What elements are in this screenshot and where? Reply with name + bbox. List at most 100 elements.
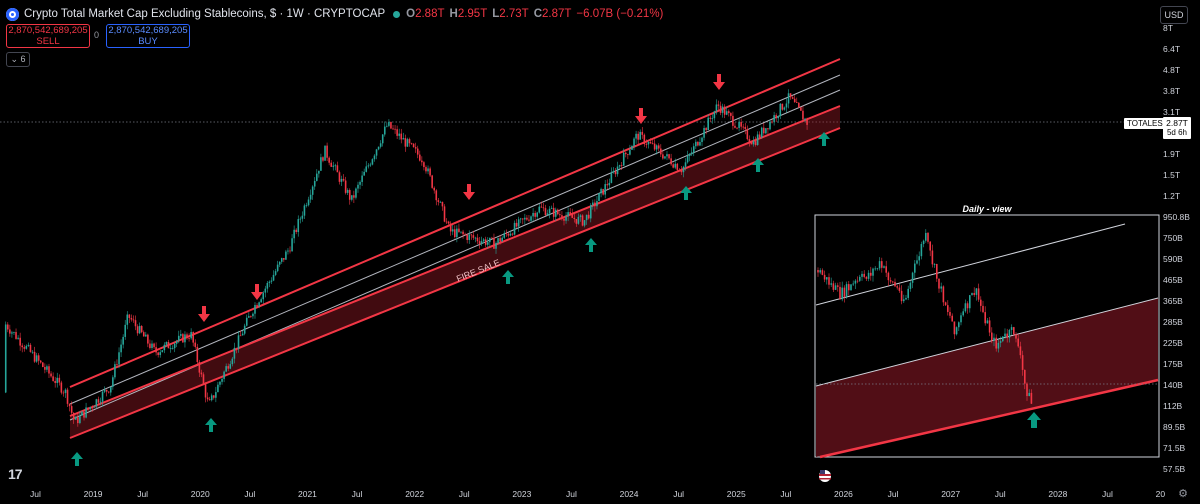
inset-candle-body xyxy=(975,288,978,295)
inset-candle-body xyxy=(870,272,872,276)
y-tick-label: 112B xyxy=(1163,401,1183,411)
candle-body xyxy=(587,214,590,219)
high-value: H2.95T xyxy=(449,8,488,20)
candle-body xyxy=(449,223,452,232)
inset-candle-body xyxy=(927,232,929,242)
candle-body xyxy=(404,138,407,147)
inset-candle-body xyxy=(863,273,865,277)
candle-body xyxy=(592,202,594,206)
candle-body xyxy=(758,134,761,138)
candle-body xyxy=(262,292,265,300)
candle-body xyxy=(507,233,510,236)
candle-body xyxy=(443,206,446,222)
candle-body xyxy=(126,314,129,325)
candle-body xyxy=(559,214,561,216)
buy-button[interactable]: 2,870,542,689,205 BUY xyxy=(106,24,190,48)
candle-body xyxy=(699,142,701,146)
candle-body xyxy=(509,233,512,236)
candle-body xyxy=(771,121,773,123)
candle-body xyxy=(579,215,582,217)
candle-body xyxy=(13,332,15,333)
candle-body xyxy=(429,168,431,176)
candle-body xyxy=(227,366,230,369)
inset-candle-body xyxy=(841,287,843,300)
buy-label: BUY xyxy=(138,36,158,47)
candle-body xyxy=(151,343,153,349)
candle-body xyxy=(322,157,324,161)
candle-body xyxy=(692,146,695,153)
currency-select[interactable]: USD xyxy=(1160,6,1188,24)
inset-candle-body xyxy=(960,315,962,323)
y-tick-label: 365B xyxy=(1163,296,1183,306)
inset-upper-line xyxy=(815,223,1126,306)
inset-candle-body xyxy=(1026,383,1028,397)
candle-body xyxy=(103,389,106,392)
candle-body xyxy=(217,384,219,393)
candle-body xyxy=(196,346,199,362)
inset-candle-body xyxy=(856,280,859,282)
candle-body xyxy=(77,417,79,424)
y-tick-label: 140B xyxy=(1163,380,1183,390)
inset-candle-body xyxy=(966,303,969,309)
candle-body xyxy=(783,107,786,110)
y-tick-label: 1.2T xyxy=(1163,191,1180,201)
candle-body xyxy=(239,335,242,337)
candle-body xyxy=(315,173,318,181)
channel-lower-line xyxy=(69,127,841,439)
indicators-toggle[interactable]: ⌄ 6 xyxy=(6,52,30,67)
inset-daily-view[interactable]: Daily - view xyxy=(814,204,1160,459)
candle-body xyxy=(606,184,609,186)
candle-body xyxy=(274,271,277,275)
candle-body xyxy=(400,133,403,140)
candle-body xyxy=(707,117,709,130)
candle-body xyxy=(278,261,281,265)
candle-body xyxy=(466,234,468,240)
candle-body xyxy=(295,229,297,233)
candle-body xyxy=(394,128,396,130)
bar-countdown: 5d 6h xyxy=(1166,128,1188,137)
candle-body xyxy=(785,103,788,108)
candle-body xyxy=(62,392,65,394)
candle-body xyxy=(200,372,203,375)
gear-icon[interactable]: ⚙ xyxy=(1178,488,1188,500)
us-flag-icon[interactable] xyxy=(819,470,831,482)
candle-body xyxy=(58,377,61,383)
inset-candle-body xyxy=(1008,329,1011,338)
candle-body xyxy=(241,333,244,336)
candle-body xyxy=(688,154,691,157)
up-arrow-icon xyxy=(680,186,692,200)
inset-candle-body xyxy=(878,261,881,269)
candle-body xyxy=(565,216,567,221)
candle-body xyxy=(649,142,652,144)
inset-candle-body xyxy=(980,299,982,306)
candle-body xyxy=(15,332,17,339)
symbol-title[interactable]: Crypto Total Market Cap Excluding Stable… xyxy=(24,8,386,20)
sell-button[interactable]: 2,870,542,689,205 SELL xyxy=(6,24,90,48)
candle-body xyxy=(252,313,254,317)
inset-candle-body xyxy=(821,270,824,275)
tradingview-logo-icon[interactable]: 17 xyxy=(8,466,23,482)
inset-candle-body xyxy=(984,312,986,324)
candle-body xyxy=(563,218,565,221)
candle-body xyxy=(105,389,108,392)
candle-body xyxy=(346,190,349,193)
down-arrow-icon xyxy=(713,74,725,90)
y-tick-label: 89.5B xyxy=(1163,422,1186,432)
inset-candle-body xyxy=(949,311,951,316)
inset-candle-body xyxy=(1021,355,1024,370)
y-tick-label: 4.8T xyxy=(1163,65,1180,75)
sell-label: SELL xyxy=(36,36,60,47)
candle-body xyxy=(324,145,326,161)
candle-body xyxy=(408,139,411,144)
candle-body xyxy=(167,341,170,349)
candle-body xyxy=(215,392,217,398)
candle-body xyxy=(505,233,508,234)
candle-body xyxy=(497,238,499,243)
inset-candle-body xyxy=(977,288,980,300)
inset-candle-body xyxy=(982,305,984,313)
candle-body xyxy=(25,345,28,349)
candle-body xyxy=(532,212,534,217)
y-tick-label: 57.5B xyxy=(1163,464,1186,474)
candle-body xyxy=(72,412,75,420)
